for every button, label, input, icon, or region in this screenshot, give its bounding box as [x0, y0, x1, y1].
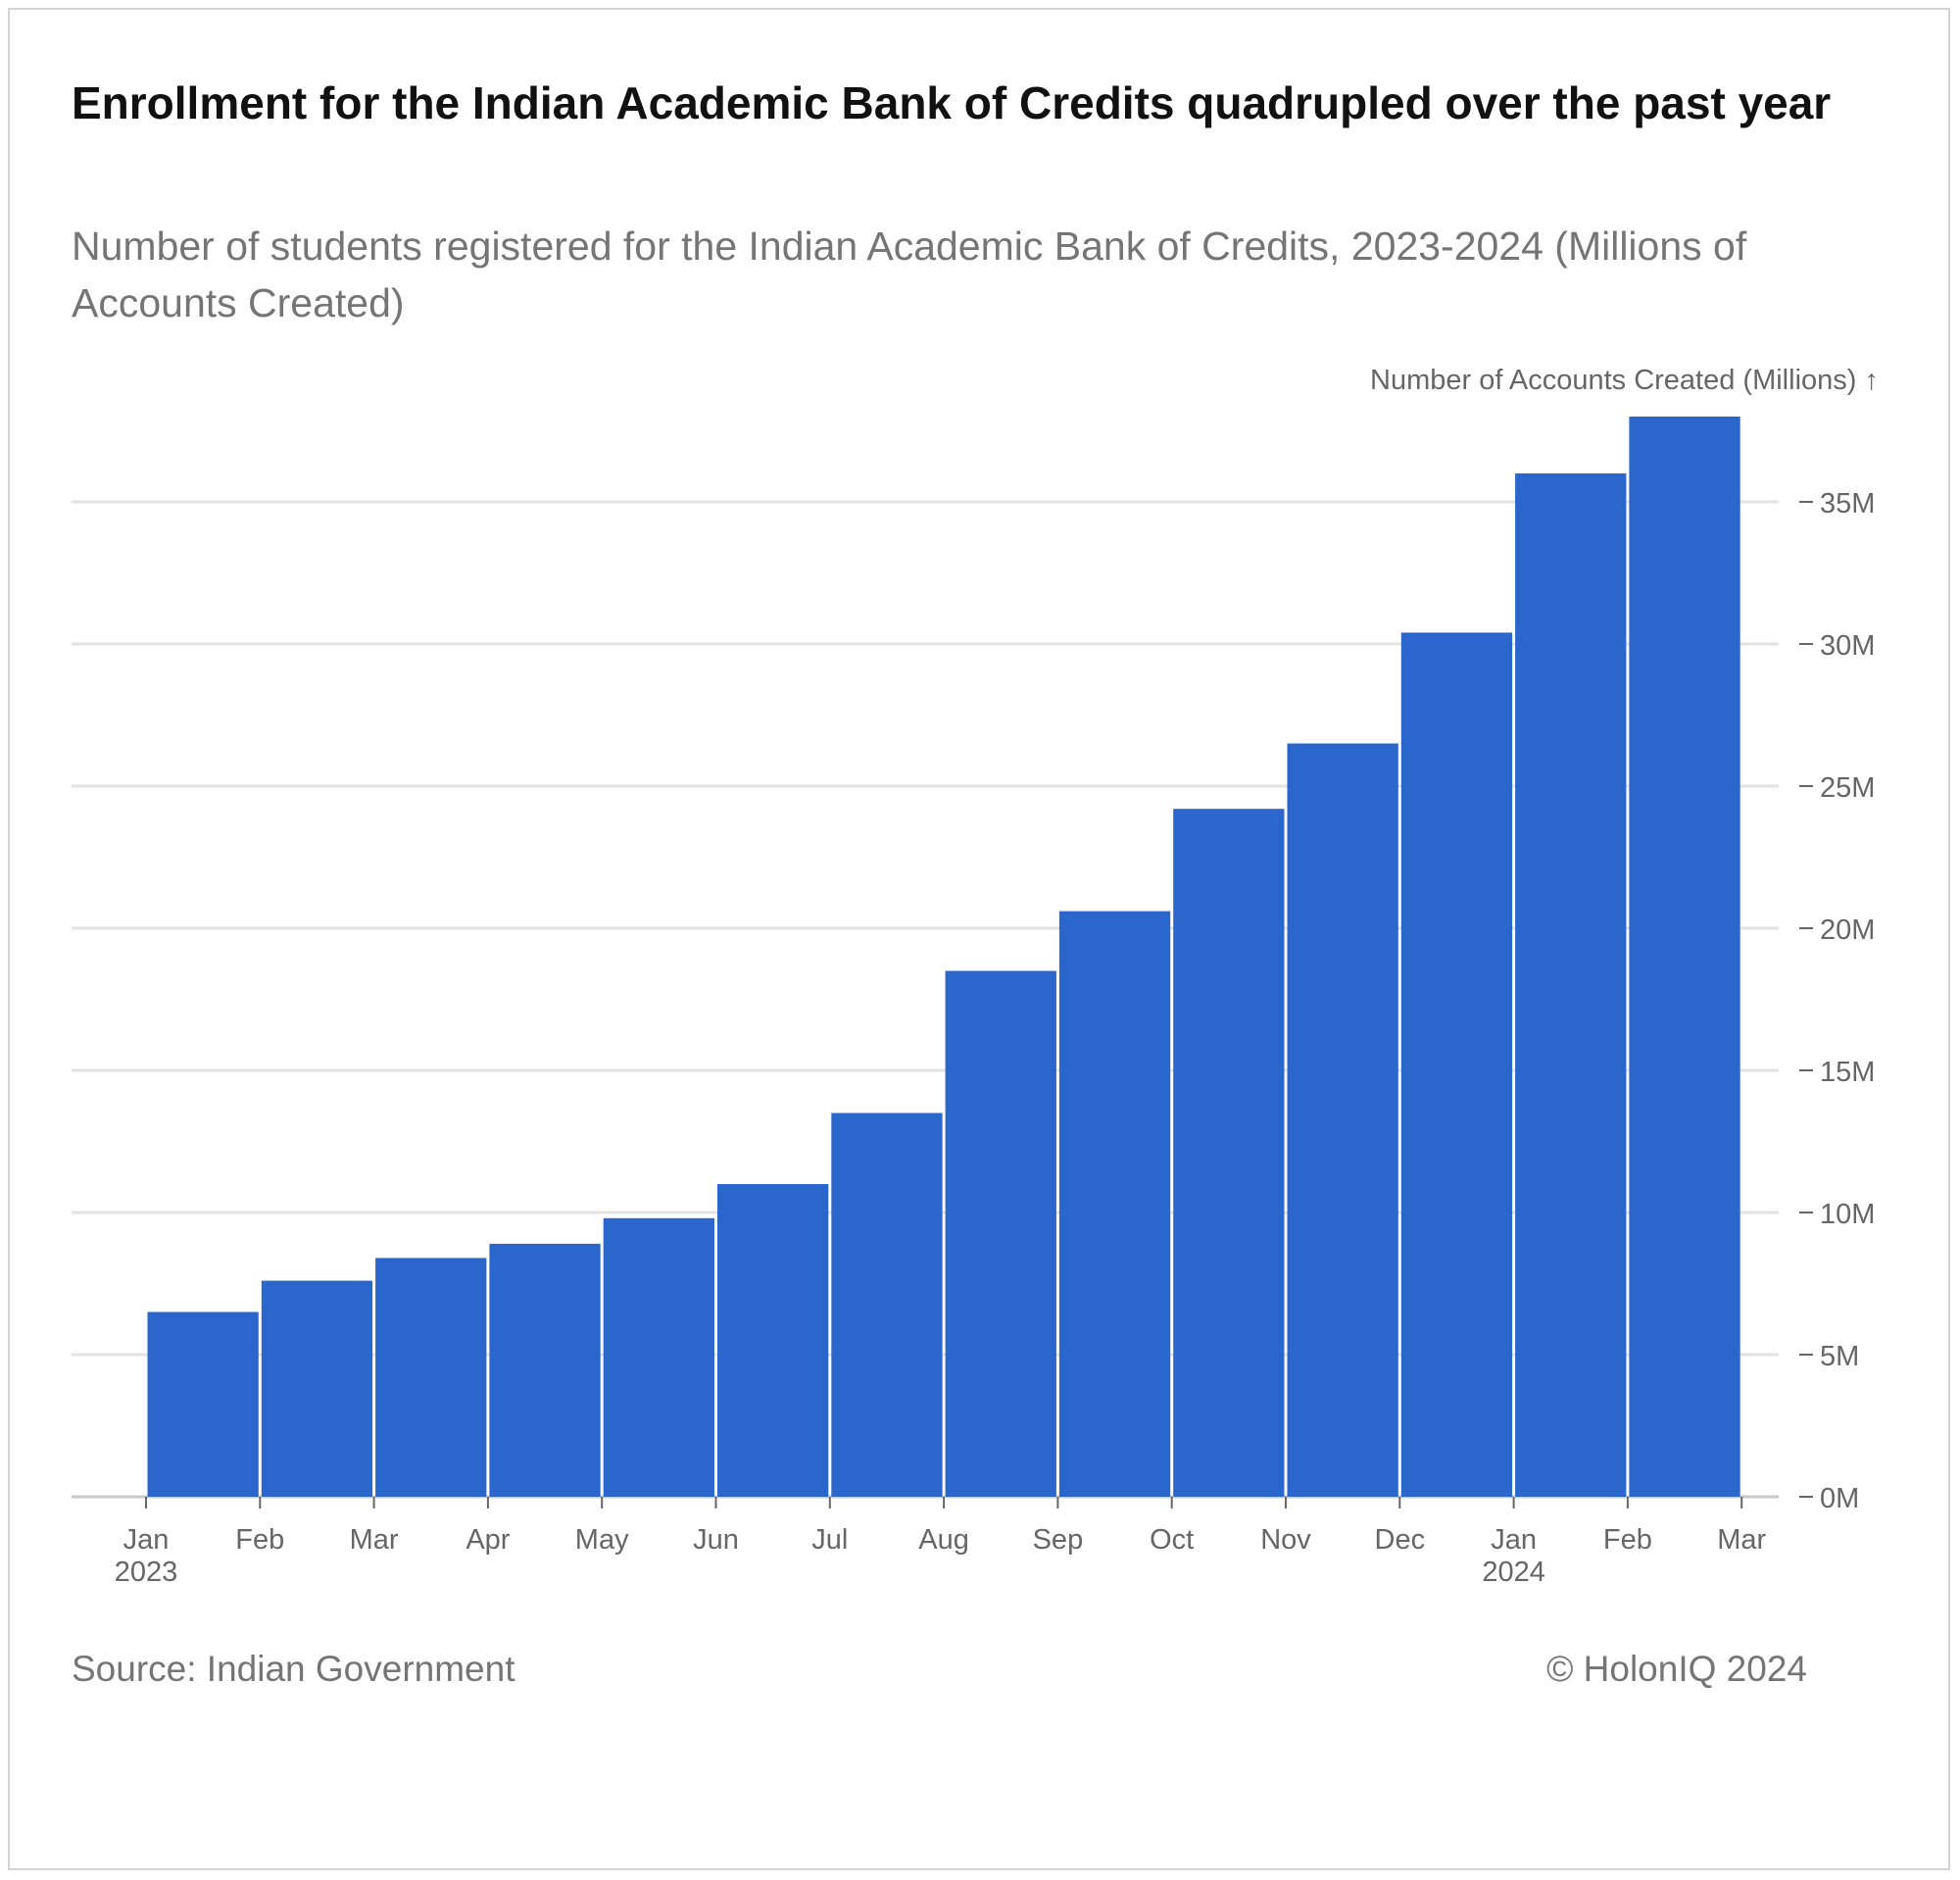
x-tick-label: Oct: [1150, 1524, 1194, 1556]
x-tick-label: Sep: [1033, 1524, 1084, 1556]
copyright-note: © HolonIQ 2024: [1546, 1649, 1807, 1689]
y-axis-label: Number of Accounts Created (Millions) ↑: [1370, 365, 1879, 396]
x-tick-label: May: [575, 1524, 629, 1556]
y-tick-label: 30M: [1820, 630, 1875, 662]
y-tick-label: 25M: [1820, 772, 1875, 804]
bar: [603, 1217, 714, 1497]
bar: [489, 1243, 601, 1497]
x-tick-label: Mar: [1717, 1524, 1766, 1556]
x-tick-label: Mar: [350, 1524, 399, 1556]
x-tick-year-label: 2024: [1482, 1557, 1545, 1588]
bar: [831, 1113, 943, 1497]
y-tick-label: 15M: [1820, 1057, 1875, 1088]
y-tick-label: 10M: [1820, 1199, 1875, 1230]
bar: [1287, 743, 1398, 1497]
source-note: Source: Indian Government: [72, 1649, 515, 1689]
y-tick-label: 35M: [1820, 488, 1875, 519]
bar: [1629, 417, 1740, 1497]
x-tick-label: Jan: [1491, 1524, 1537, 1556]
bar: [1400, 632, 1513, 1497]
y-tick-label: 20M: [1820, 915, 1875, 946]
x-tick-label: Apr: [466, 1524, 510, 1556]
bar: [1173, 809, 1285, 1497]
bar: [375, 1258, 487, 1497]
y-tick-label: 5M: [1820, 1341, 1859, 1372]
bar: [717, 1184, 829, 1497]
chart-frame: [8, 8, 1950, 1870]
x-tick-label: Aug: [918, 1524, 969, 1556]
y-tick-label: 0M: [1820, 1483, 1859, 1514]
x-tick-year-label: 2023: [115, 1557, 178, 1588]
bar: [1058, 911, 1171, 1497]
bars: [147, 417, 1740, 1497]
chart-title: Enrollment for the Indian Academic Bank …: [72, 77, 1832, 128]
bar: [261, 1280, 373, 1497]
x-tick-label: Jan: [123, 1524, 170, 1556]
x-tick-label: Nov: [1260, 1524, 1311, 1556]
x-tick-label: Jun: [693, 1524, 739, 1556]
x-tick-label: Feb: [1603, 1524, 1652, 1556]
bar: [1515, 473, 1627, 1497]
bar: [945, 970, 1056, 1497]
axes: 0M 5M 10M 15M 20M 25M 30M 35M Number of Accounts…: [115, 365, 1879, 1588]
bar: [147, 1311, 259, 1497]
x-tick-label: Jul: [811, 1524, 848, 1556]
x-tick-label: Dec: [1375, 1524, 1426, 1556]
chart-subtitle: Number of students registered for the In…: [72, 223, 1747, 325]
x-tick-label: Feb: [235, 1524, 284, 1556]
